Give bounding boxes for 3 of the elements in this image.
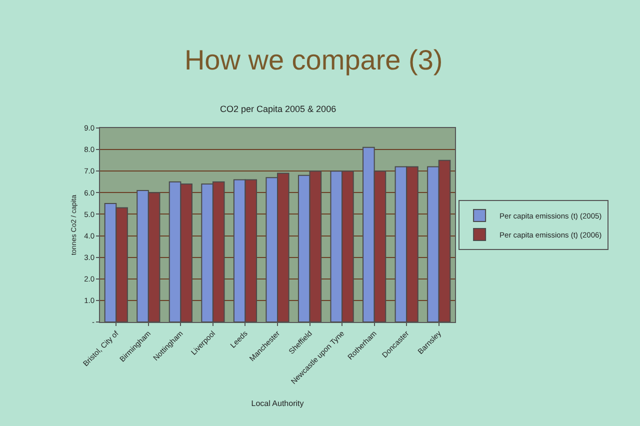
x-axis-title: Local Authority xyxy=(251,399,304,408)
chart-subtitle: CO2 per Capita 2005 & 2006 xyxy=(220,104,336,114)
chart-title: How we compare (3) xyxy=(184,44,443,76)
